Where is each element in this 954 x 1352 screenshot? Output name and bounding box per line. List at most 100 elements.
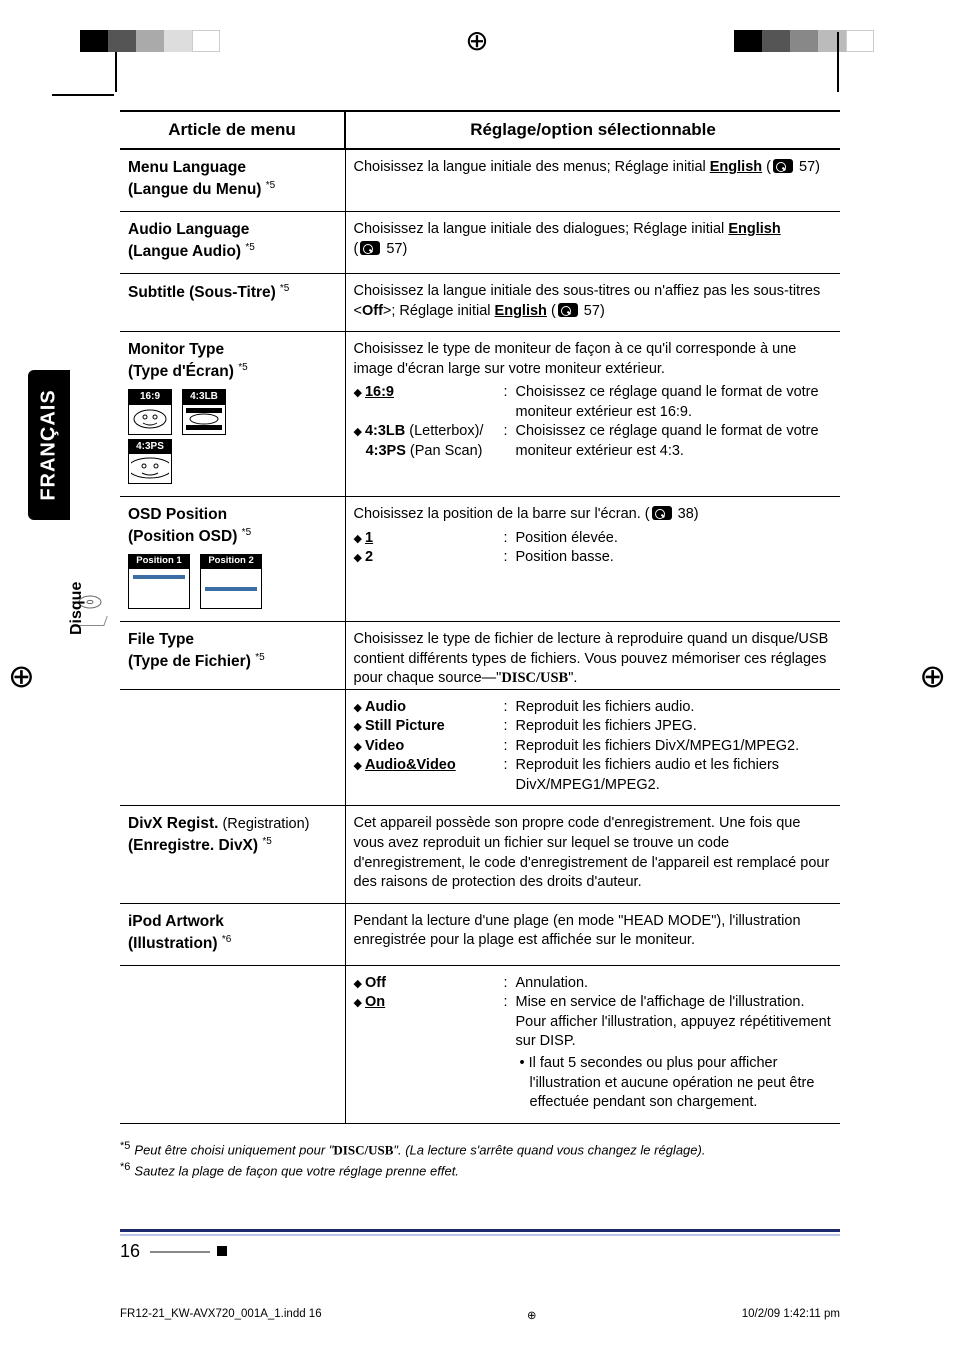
color-bar-left	[80, 30, 220, 52]
item-desc: Choisissez la position de la barre sur l…	[345, 497, 840, 622]
footnote-ref: *5	[262, 836, 271, 847]
table-row: File Type (Type de Fichier) *5 Choisisse…	[120, 621, 840, 689]
item-subtitle: (Langue Audio)	[128, 243, 241, 260]
crop-mark	[52, 94, 114, 96]
option-key: Audio	[365, 699, 406, 715]
item-subtitle: (Type d'Écran)	[128, 363, 234, 380]
item-subtitle: (Position OSD)	[128, 528, 237, 545]
page-number: 16	[120, 1241, 140, 1261]
crop-mark	[837, 32, 839, 92]
footnote-label: *5	[120, 1140, 130, 1152]
item-desc: Choisissez le type de fichier de lecture…	[345, 621, 840, 689]
table-row: DivX Regist. (Registration) (Enregistre.…	[120, 806, 840, 903]
page-number-line	[150, 1251, 210, 1253]
option-default: English	[495, 303, 547, 319]
monitor-thumb-169: 16:9	[128, 389, 172, 435]
osd-thumb-2: Position 2	[200, 554, 262, 609]
item-subtitle: (Type de Fichier)	[128, 653, 251, 670]
item-subtitle: (Enregistre. DivX)	[128, 838, 258, 855]
registration-strip: ⊕	[50, 30, 904, 64]
language-tab-label: FRANÇAIS	[38, 389, 61, 500]
footnote-ref: *6	[222, 934, 231, 945]
option-value: Reproduit les fichiers JPEG.	[516, 717, 833, 737]
table-row: Monitor Type (Type d'Écran) *5 16:9 4:3L…	[120, 332, 840, 497]
registration-target-icon: ⊕	[8, 657, 35, 695]
option-default: English	[710, 159, 762, 175]
footnotes: *5Peut être choisi uniquement pour "DISC…	[120, 1138, 840, 1182]
item-title: DivX Regist.	[128, 815, 218, 832]
registration-target-icon: ⊕	[919, 657, 946, 695]
registration-target-icon: ⊕	[527, 1308, 537, 1322]
item-subtitle: (Illustration)	[128, 935, 218, 952]
table-row: OSD Position (Position OSD) *5 Position …	[120, 497, 840, 622]
language-tab: FRANÇAIS	[28, 370, 70, 520]
slug-timestamp: 10/2/09 1:42:11 pm	[742, 1308, 840, 1322]
option-value: Choisissez ce réglage quand le format de…	[516, 422, 833, 461]
footnote-ref: *5	[242, 527, 251, 538]
option-value: Mise en service de l'affichage de l'illu…	[516, 993, 833, 1112]
reference-icon	[652, 506, 672, 520]
option-key: 4:3PS	[366, 443, 406, 459]
col-header-item: Article de menu	[120, 111, 345, 149]
item-subtitle: (Langue du Menu)	[128, 181, 261, 198]
item-desc: Choisissez la langue initiale des dialog…	[345, 212, 840, 274]
option-key: On	[365, 994, 385, 1010]
footnote-label: *6	[120, 1161, 130, 1173]
settings-table: Article de menu Réglage/option sélection…	[120, 110, 840, 1124]
option-value: Choisissez ce réglage quand le format de…	[516, 383, 833, 422]
option-key: 4:3LB	[365, 423, 405, 439]
footnote-ref: *5	[280, 283, 289, 294]
item-desc: Audio:Reproduit les fichiers audio. Stil…	[345, 689, 840, 806]
item-title: OSD Position	[128, 506, 227, 523]
table-row: iPod Artwork (Illustration) *6 Pendant l…	[120, 903, 840, 965]
option-value: Position élevée.	[516, 529, 833, 549]
option-value: Reproduit les fichiers DivX/MPEG1/MPEG2.	[516, 737, 833, 757]
page-body: FRANÇAIS Disque Article de menu Réglage/…	[120, 110, 840, 1181]
reference-icon	[360, 241, 380, 255]
monitor-thumb-43ps: 4:3PS	[128, 439, 172, 485]
table-row: Audio:Reproduit les fichiers audio. Stil…	[120, 689, 840, 806]
color-bar-right	[734, 30, 874, 52]
item-desc: Cet appareil possède son propre code d'e…	[345, 806, 840, 903]
item-title: Subtitle (Sous-Titre)	[128, 284, 276, 301]
reference-icon	[773, 159, 793, 173]
option-key: Audio&Video	[365, 757, 456, 773]
option-key: 1	[365, 530, 373, 546]
footnote-ref: *5	[266, 180, 275, 191]
item-desc: Pendant la lecture d'une plage (en mode …	[345, 903, 840, 965]
option-value: Reproduit les fichiers audio.	[516, 698, 833, 718]
monitor-thumb-43lb: 4:3LB	[182, 389, 226, 435]
item-desc: Choisissez le type de moniteur de façon …	[345, 332, 840, 497]
reference-icon	[558, 303, 578, 317]
option-key: 16:9	[365, 384, 394, 400]
item-desc: Off:Annulation. On: Mise en service de l…	[345, 965, 840, 1123]
section-label: Disque	[68, 582, 86, 635]
table-row: Audio Language (Langue Audio) *5 Choisis…	[120, 212, 840, 274]
option-value: Annulation.	[516, 974, 833, 994]
item-title: iPod Artwork	[128, 913, 224, 930]
col-header-setting: Réglage/option sélectionnable	[345, 111, 840, 149]
print-slug: FR12-21_KW-AVX720_001A_1.indd 16 ⊕ 10/2/…	[120, 1308, 840, 1322]
option-key: Video	[365, 738, 404, 754]
footer-rule	[120, 1229, 840, 1232]
item-title: File Type	[128, 631, 194, 648]
option-value: Reproduit les fichiers audio et les fich…	[516, 756, 833, 795]
item-title: Monitor Type	[128, 341, 224, 358]
registration-target-icon: ⊕	[465, 24, 488, 57]
item-desc: Choisissez la langue initiale des menus;…	[345, 149, 840, 212]
option-key: 2	[365, 549, 373, 565]
table-row: Menu Language (Langue du Menu) *5 Choisi…	[120, 149, 840, 212]
slug-filename: FR12-21_KW-AVX720_001A_1.indd 16	[120, 1308, 322, 1322]
option-default: English	[728, 221, 780, 237]
osd-thumb-1: Position 1	[128, 554, 190, 609]
footnote-ref: *5	[238, 362, 247, 373]
footnote-ref: *5	[245, 242, 254, 253]
item-desc: Choisissez la langue initiale des sous-t…	[345, 274, 840, 332]
item-title: Audio Language	[128, 221, 249, 238]
page-number-endcap	[217, 1246, 227, 1256]
table-row: Off:Annulation. On: Mise en service de l…	[120, 965, 840, 1123]
table-row: Subtitle (Sous-Titre) *5 Choisissez la l…	[120, 274, 840, 332]
page-number-wrap: 16	[120, 1241, 840, 1262]
item-title: Menu Language	[128, 159, 246, 176]
footer-rule-shadow	[120, 1234, 840, 1236]
